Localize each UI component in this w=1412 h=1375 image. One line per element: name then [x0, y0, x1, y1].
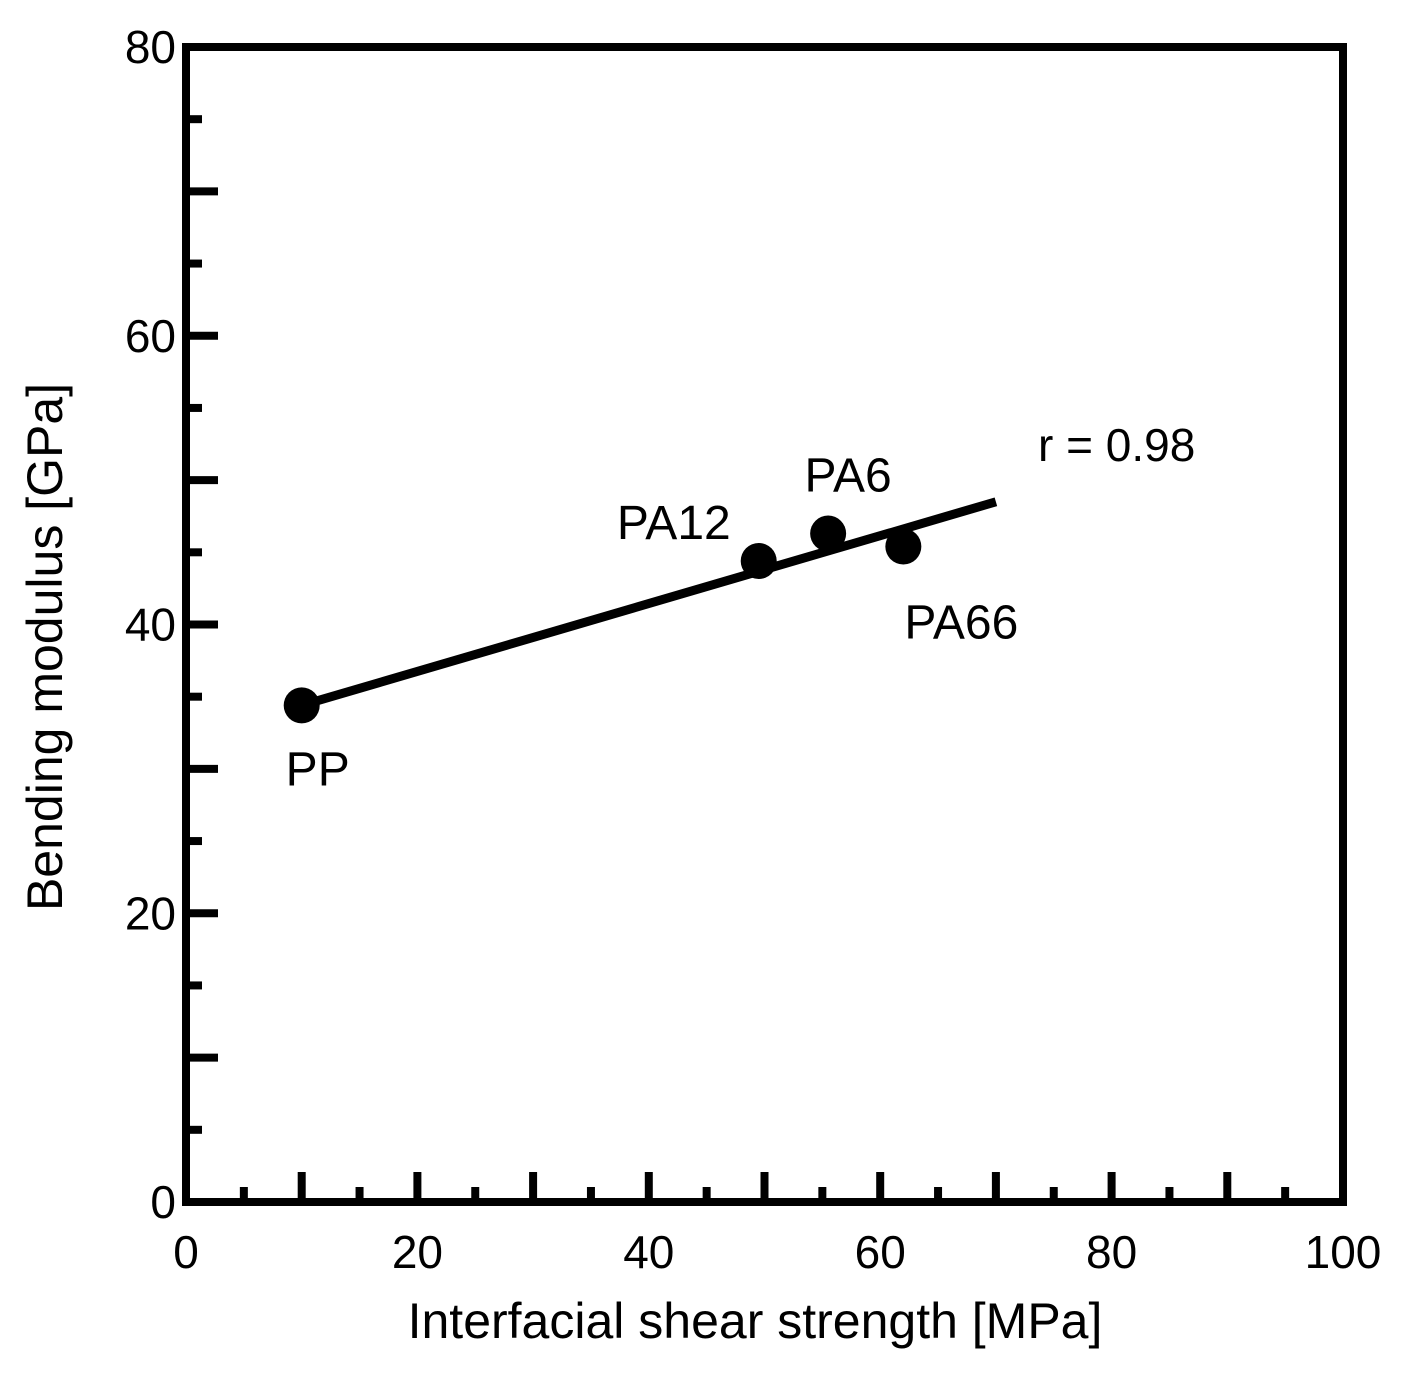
point-label-pp: PP — [286, 743, 350, 796]
x-tick-label: 100 — [1305, 1226, 1382, 1278]
y-tick-label: 0 — [150, 1176, 176, 1228]
x-tick-label: 40 — [623, 1226, 674, 1278]
correlation-annotation: r = 0.98 — [1038, 419, 1195, 471]
x-tick-label: 0 — [173, 1226, 199, 1278]
point-label-pa6: PA6 — [805, 450, 892, 503]
x-axis-title: Interfacial shear strength [MPa] — [408, 1293, 1103, 1349]
data-point-pa66 — [885, 528, 922, 565]
y-axis-title: Bending modulus [GPa] — [17, 383, 73, 911]
y-tick-label: 40 — [125, 599, 176, 651]
regression-line — [300, 497, 998, 710]
point-label-pa12: PA12 — [617, 497, 731, 550]
fit-line-layer — [300, 497, 998, 710]
data-point-pp — [283, 687, 320, 724]
x-tick-label: 80 — [1086, 1226, 1137, 1278]
axis-tick-labels: 0 20 40 60 80 100 0 20 40 60 80 — [125, 21, 1382, 1278]
x-tick-label: 60 — [855, 1226, 906, 1278]
point-labels: PP PA12 PA6 PA66 — [286, 450, 1019, 797]
y-tick-label: 80 — [125, 21, 176, 73]
axis-ticks — [186, 115, 1290, 1202]
data-point-pa6 — [810, 515, 847, 552]
y-tick-label: 20 — [125, 887, 176, 939]
point-label-pa66: PA66 — [904, 597, 1018, 650]
data-points — [283, 515, 922, 724]
y-tick-label: 60 — [125, 310, 176, 362]
x-tick-label: 20 — [392, 1226, 443, 1278]
data-point-pa12 — [740, 542, 777, 579]
plot-frame — [182, 43, 1347, 1206]
